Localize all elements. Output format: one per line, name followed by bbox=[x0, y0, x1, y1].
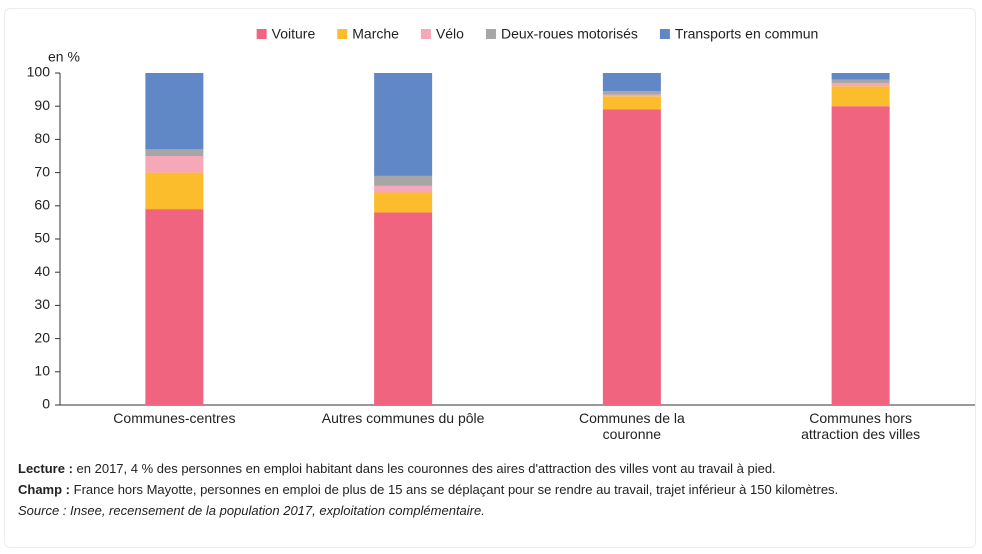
y-tick-label: 70 bbox=[34, 163, 50, 179]
y-tick-label: 40 bbox=[34, 263, 50, 279]
note-text: en 2017, 4 % des personnes en emploi hab… bbox=[76, 461, 776, 476]
note-label: Lecture : bbox=[18, 461, 73, 476]
chart: en % 0 10 20 30 40 50 60 70 80 90 100 Voiture Marche… bbox=[27, 26, 975, 412]
legend-swatch bbox=[485, 29, 496, 39]
legend-item: Transports en commun bbox=[659, 26, 818, 42]
legend-swatch bbox=[659, 29, 670, 39]
bar-segment bbox=[831, 82, 890, 87]
bar-segment bbox=[145, 73, 204, 150]
y-tick-label: 90 bbox=[34, 97, 50, 113]
notes: Lecture : en 2017, 4 % des personnes en … bbox=[18, 458, 968, 521]
legend-label: Transports en commun bbox=[675, 26, 818, 42]
bar-segment bbox=[145, 209, 204, 405]
source: Source : Insee, recensement de la popula… bbox=[18, 503, 485, 518]
bar-segment bbox=[374, 212, 433, 405]
bar-segment bbox=[374, 192, 433, 213]
y-tick-label: 30 bbox=[34, 296, 50, 312]
legend-item: Marche bbox=[337, 26, 399, 42]
bar-segment bbox=[602, 96, 661, 110]
legend-swatch bbox=[420, 29, 431, 39]
note-text: France hors Mayotte, personnes en emploi… bbox=[73, 482, 839, 497]
legend-label: Vélo bbox=[436, 26, 464, 42]
bar-segment bbox=[602, 94, 661, 97]
legend-swatch bbox=[337, 29, 348, 39]
x-tick-label: Communes-centres bbox=[113, 410, 236, 426]
y-tick-label: 0 bbox=[42, 396, 50, 412]
legend-swatch bbox=[256, 29, 267, 39]
legend-item: Vélo bbox=[420, 26, 464, 42]
y-tick-label: 80 bbox=[34, 130, 50, 146]
legend-label: Marche bbox=[352, 26, 399, 42]
bar-segment bbox=[602, 109, 661, 406]
bar-segment bbox=[602, 73, 661, 92]
y-tick-label: 10 bbox=[34, 363, 50, 379]
legend-item: Voiture bbox=[256, 26, 316, 42]
legend-label: Voiture bbox=[272, 26, 316, 42]
note: Champ : France hors Mayotte, personnes e… bbox=[18, 479, 968, 500]
bar-segment bbox=[374, 73, 433, 176]
x-tick-label: Communes hors attraction des villes bbox=[801, 410, 921, 442]
bar-segment bbox=[602, 91, 661, 95]
bar-segment bbox=[145, 149, 204, 156]
bar-segment bbox=[374, 175, 433, 186]
bar-segment bbox=[145, 156, 204, 173]
bar-segment bbox=[831, 86, 890, 107]
note-label: Champ : bbox=[18, 482, 70, 497]
note: Lecture : en 2017, 4 % des personnes en … bbox=[18, 458, 968, 479]
card bbox=[4, 8, 976, 548]
bar-segment bbox=[831, 106, 890, 405]
y-tick-label: 50 bbox=[34, 230, 50, 246]
y-tick-label: 20 bbox=[34, 329, 50, 345]
y-tick-label: 100 bbox=[27, 64, 51, 80]
y-unit: en % bbox=[48, 49, 80, 65]
bar-segment bbox=[831, 73, 890, 80]
y-tick-label: 60 bbox=[34, 197, 50, 213]
x-tick-label: Autres communes du pôle bbox=[321, 410, 485, 426]
bar-segment bbox=[831, 79, 890, 83]
x-tick-label: Communes de la couronne bbox=[578, 410, 685, 442]
bar-segment bbox=[374, 185, 433, 193]
legend-label: Deux-roues motorisés bbox=[501, 26, 638, 42]
bar-segment bbox=[145, 172, 204, 210]
legend-item: Deux-roues motorisés bbox=[485, 26, 638, 42]
